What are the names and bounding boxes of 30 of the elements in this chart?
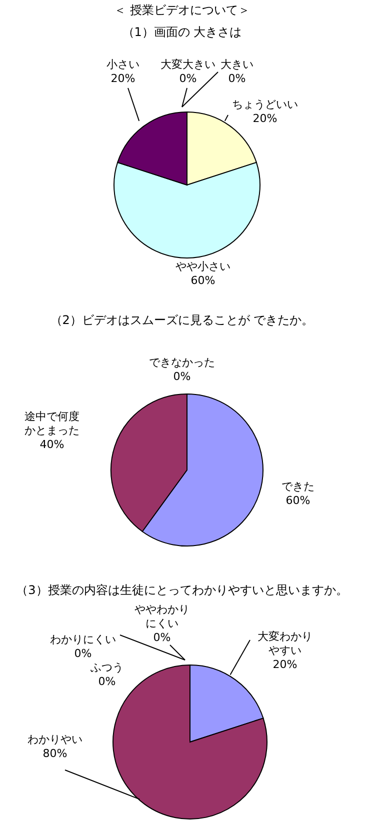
data-label: 20% <box>252 112 278 125</box>
category-label: わかりにくい <box>50 633 116 646</box>
chart-title: ＜ 授業ビデオについて＞ <box>114 3 250 17</box>
slice-label: 途中で何度かとまった <box>24 410 80 437</box>
slice-label: わかりやい <box>28 733 82 746</box>
category-label: ややわかりにくい <box>134 603 190 630</box>
slice-label: 小さい <box>106 58 140 71</box>
data-label: 80% <box>42 747 68 760</box>
text: 0% <box>74 647 92 660</box>
text: 0% <box>98 675 116 688</box>
category-label: ふつう <box>90 661 124 674</box>
category-label: 大きい <box>220 58 254 71</box>
text: 0% <box>173 370 191 383</box>
slice-label: やや小さい <box>176 260 230 273</box>
slice-label: ちょうどいい <box>232 98 298 111</box>
data-label: 60% <box>190 274 216 287</box>
chart-subtitle: （1）画面の 大きさは <box>122 25 242 39</box>
category-label: 大変大きい <box>160 58 216 71</box>
text: 0% <box>179 72 197 85</box>
text: 0% <box>153 631 171 644</box>
slice-label: できた <box>282 480 314 493</box>
data-label: 20% <box>110 72 136 85</box>
data-label: 60% <box>286 494 310 507</box>
slice-label: 大変わかりやすい <box>258 630 312 657</box>
data-label: 20% <box>272 658 298 671</box>
data-label: 40% <box>40 438 64 451</box>
category-label: できなかった <box>149 356 215 369</box>
chart-title: （3）授業の内容は生徒にとってわかりやすいと思いますか。 <box>16 583 348 597</box>
text: 0% <box>228 72 246 85</box>
chart-title: （2）ビデオはスムーズに見ることが できたか。 <box>50 313 314 327</box>
